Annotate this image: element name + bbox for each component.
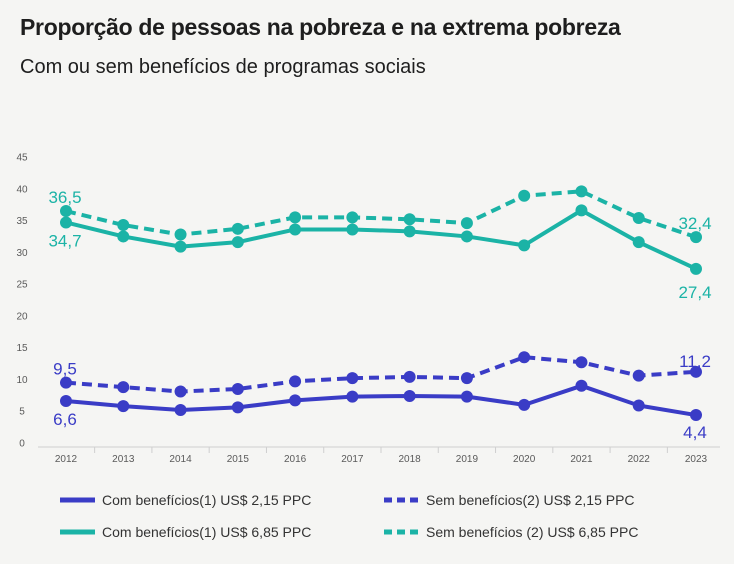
y-tick-label: 25 bbox=[16, 280, 28, 291]
data-point bbox=[117, 230, 130, 243]
x-tick-label: 2016 bbox=[284, 454, 307, 465]
x-tick-label: 2012 bbox=[55, 454, 78, 465]
series-line-sem-benef-cios-2-us-2-15-ppc bbox=[65, 355, 697, 394]
x-tick-label: 2017 bbox=[341, 454, 364, 465]
y-tick-label: 35 bbox=[16, 216, 28, 227]
data-label-first: 6,6 bbox=[53, 410, 77, 429]
x-tick-label: 2019 bbox=[456, 454, 479, 465]
data-point bbox=[174, 228, 187, 241]
legend-label: Sem benefícios (2) US$ 6,85 PPC bbox=[426, 524, 638, 540]
data-point bbox=[231, 401, 244, 414]
data-point bbox=[460, 230, 473, 243]
chart-subtitle: Com ou sem benefícios de programas socia… bbox=[20, 56, 426, 78]
y-tick-label: 45 bbox=[16, 153, 28, 164]
data-point bbox=[690, 365, 702, 378]
legend-label: Com benefícios(1) US$ 6,85 PPC bbox=[102, 524, 311, 540]
x-tick-label: 2013 bbox=[112, 454, 135, 465]
data-label-last: 11,2 bbox=[679, 352, 711, 371]
data-point bbox=[60, 216, 72, 229]
x-tick-label: 2021 bbox=[570, 454, 593, 465]
data-point bbox=[690, 409, 702, 422]
data-point bbox=[346, 211, 359, 224]
data-point bbox=[518, 189, 531, 202]
data-point bbox=[518, 239, 531, 252]
data-point bbox=[690, 262, 702, 275]
data-point bbox=[346, 390, 359, 403]
data-label-last: 4,4 bbox=[683, 423, 707, 442]
data-point bbox=[117, 400, 130, 413]
x-tick-label: 2018 bbox=[399, 454, 422, 465]
data-point bbox=[289, 211, 302, 224]
data-point bbox=[289, 375, 302, 388]
data-point bbox=[174, 385, 187, 398]
data-point bbox=[460, 372, 473, 385]
data-point bbox=[575, 204, 588, 217]
data-point bbox=[117, 381, 130, 394]
data-point bbox=[518, 398, 531, 411]
y-tick-label: 15 bbox=[16, 343, 28, 354]
x-tick-label: 2022 bbox=[628, 454, 651, 465]
data-point bbox=[346, 223, 359, 236]
chart-title: Proporção de pessoas na pobreza e na ext… bbox=[20, 14, 621, 40]
x-tick-label: 2020 bbox=[513, 454, 536, 465]
series-line-com-benef-cios-1-us-6-85-ppc bbox=[65, 208, 697, 271]
series-line-com-benef-cios-1-us-2-15-ppc bbox=[65, 383, 697, 418]
y-tick-label: 0 bbox=[19, 439, 25, 450]
data-point bbox=[60, 205, 72, 218]
y-tick-label: 30 bbox=[16, 248, 28, 259]
data-point bbox=[231, 236, 244, 249]
data-point bbox=[231, 222, 244, 235]
data-point bbox=[575, 379, 588, 392]
series-line-sem-benef-cios-2-us-6-85-ppc bbox=[65, 189, 697, 239]
x-tick-label: 2023 bbox=[685, 454, 708, 465]
data-point bbox=[690, 231, 702, 244]
data-point bbox=[575, 185, 588, 198]
data-point bbox=[403, 213, 416, 226]
data-label-first: 36,5 bbox=[48, 188, 81, 207]
x-tick-label: 2014 bbox=[169, 454, 192, 465]
data-point bbox=[632, 369, 645, 382]
x-tick-label: 2015 bbox=[227, 454, 250, 465]
data-point bbox=[60, 395, 72, 408]
data-point bbox=[518, 351, 531, 364]
data-point bbox=[346, 372, 359, 385]
data-point bbox=[289, 223, 302, 236]
data-label-first: 34,7 bbox=[48, 231, 81, 250]
legend-label: Com benefícios(1) US$ 2,15 PPC bbox=[102, 492, 311, 508]
y-tick-label: 20 bbox=[16, 311, 28, 322]
data-label-last: 27,4 bbox=[678, 283, 711, 302]
data-point bbox=[403, 389, 416, 402]
data-point bbox=[289, 394, 302, 407]
data-point bbox=[632, 236, 645, 249]
data-point bbox=[174, 403, 187, 416]
data-label-first: 9,5 bbox=[53, 360, 77, 379]
data-point bbox=[460, 217, 473, 230]
data-point bbox=[60, 376, 72, 389]
data-point bbox=[460, 390, 473, 403]
data-point bbox=[174, 240, 187, 253]
data-label-last: 32,4 bbox=[678, 214, 711, 233]
data-point bbox=[231, 382, 244, 395]
y-tick-label: 5 bbox=[19, 407, 25, 418]
data-point bbox=[403, 225, 416, 238]
legend-label: Sem benefícios(2) US$ 2,15 PPC bbox=[426, 492, 635, 508]
y-tick-label: 10 bbox=[16, 375, 28, 386]
data-point bbox=[403, 370, 416, 383]
data-point bbox=[632, 399, 645, 412]
y-tick-label: 40 bbox=[16, 184, 28, 195]
data-point bbox=[117, 219, 130, 232]
data-point bbox=[632, 212, 645, 225]
data-point bbox=[575, 356, 588, 369]
